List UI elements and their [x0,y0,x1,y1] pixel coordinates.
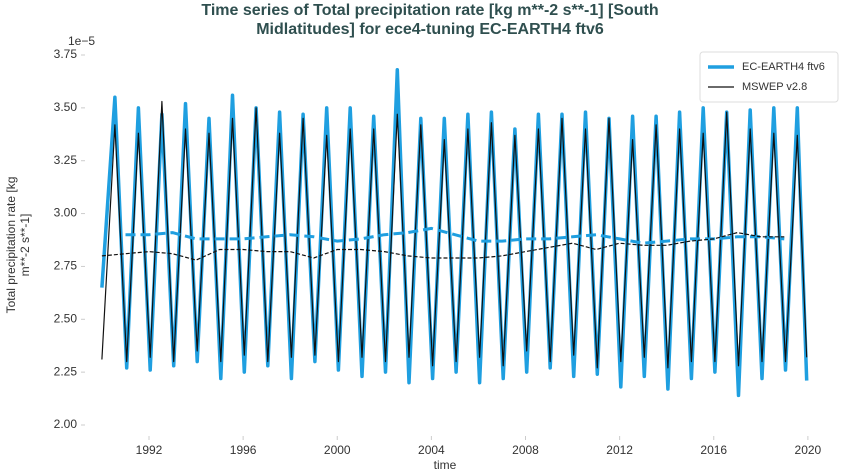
x-tick-label: 2020 [795,443,822,457]
series-line [100,68,809,398]
legend-label: EC-EARTH4 ftv6 [742,61,825,73]
y-axis-label: Total precipitation rate [kg m**-2 s**-1… [4,177,32,314]
mean-line [101,232,785,261]
y-tick-label: 3.00 [54,206,78,220]
mean-line [125,226,785,245]
y-tick-label: 2.50 [54,311,78,325]
y-tick-label: 2.75 [54,259,78,273]
y-axis-label-line: Total precipitation rate [kg [4,177,18,314]
y-axis-label-line: m**-2 s**-1] [18,214,32,277]
x-tick-label: 2016 [700,443,727,457]
y-offset-label: 1e−5 [68,34,95,48]
x-tick-label: 2008 [512,443,539,457]
x-tick-label: 1992 [136,443,163,457]
chart-title: Time series of Total precipitation rate … [201,2,658,19]
x-axis-label: time [434,458,457,472]
x-tick-label: 2004 [418,443,445,457]
y-tick-label: 3.50 [54,100,78,114]
y-tick-label: 2.25 [54,364,78,378]
x-tick-label: 2000 [324,443,351,457]
y-tick-label: 3.25 [54,153,78,167]
x-tick-label: 2012 [606,443,633,457]
y-tick-label: 3.75 [54,47,78,61]
legend-box [699,51,839,103]
legend: EC-EARTH4 ftv6 MSWEP v2.8 [699,51,839,103]
series-line [101,100,808,369]
legend-label: MSWEP v2.8 [742,81,807,93]
x-tick-label: 1996 [230,443,257,457]
chart-title: Midlatitudes] for ece4-tuning EC-EARTH4 … [256,21,604,38]
y-tick-label: 2.00 [54,417,78,431]
